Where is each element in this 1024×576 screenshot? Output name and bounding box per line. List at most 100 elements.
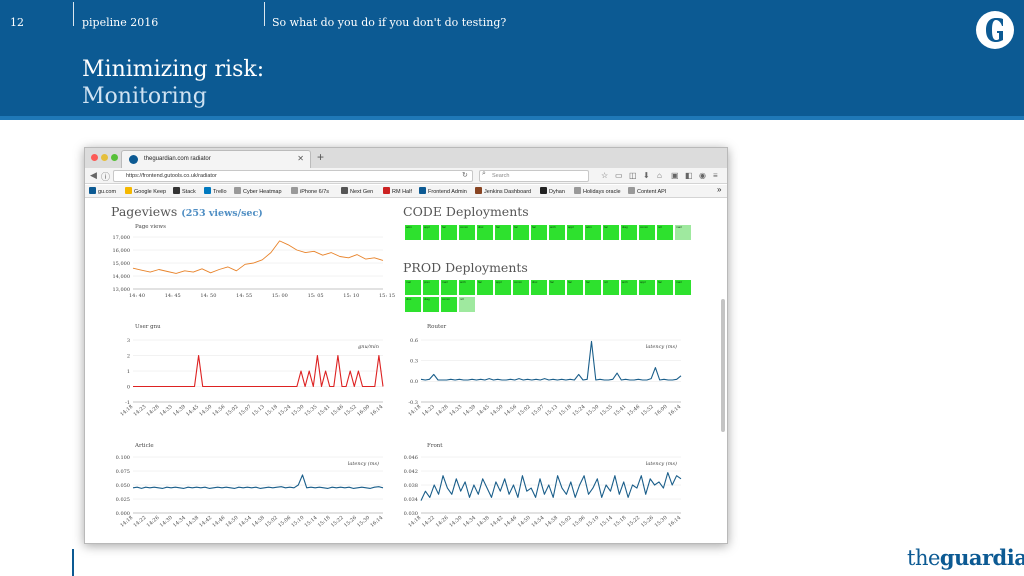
deployment-tile[interactable]: fac	[477, 280, 493, 295]
tab-title: theguardian.com radiator	[144, 156, 211, 162]
deployment-tile[interactable]: ncl	[657, 225, 673, 240]
slide-subtitle: Monitoring	[82, 84, 207, 109]
deployment-tile[interactable]: fac	[603, 225, 619, 240]
deployment-tile[interactable]: appl	[567, 225, 583, 240]
bookmark-stack[interactable]: Stack	[173, 187, 196, 195]
bookmark-next-gen[interactable]: Next Gen	[341, 187, 373, 195]
chart-title: Router	[427, 324, 447, 330]
reading-list-icon[interactable]: ▭	[615, 171, 623, 180]
info-icon[interactable]: ⓘ	[101, 172, 111, 182]
chart-title: Page views	[135, 224, 166, 230]
deployment-tile[interactable]: fac	[657, 280, 673, 295]
vertical-scrollbar[interactable]	[721, 299, 725, 432]
deployment-tile[interactable]: disc	[531, 280, 547, 295]
deployment-tile[interactable]: adm	[585, 225, 601, 240]
x-tick-label: 15:10	[585, 515, 600, 529]
download-icon[interactable]: ⬇	[643, 171, 650, 180]
deployment-tile[interactable]: mail	[675, 225, 691, 240]
y-tick-label: 0.075	[116, 469, 130, 475]
bookmark-dyhan[interactable]: Dyhan	[540, 187, 565, 195]
deployment-tile[interactable]: ncl	[603, 280, 619, 295]
deployment-tile[interactable]: disc	[405, 297, 421, 312]
x-tick-label: 14:54	[238, 515, 253, 529]
back-icon[interactable]: ◀	[90, 170, 97, 180]
deployment-tile[interactable]: prev	[423, 280, 439, 295]
tab-bar: theguardian.com radiator ✕ +	[85, 148, 727, 168]
bookmark-jenkins-dashboard[interactable]: Jenkins Dashboard	[475, 187, 531, 195]
deployment-tile[interactable]: mal	[405, 280, 421, 295]
home-icon[interactable]: ⌂	[657, 171, 662, 180]
x-tick-label: 15: 15	[379, 293, 395, 299]
deployment-tile[interactable]: fac	[441, 225, 457, 240]
x-tick-label: 15:26	[343, 515, 358, 529]
x-tick-label: 15:07	[238, 404, 253, 418]
deployment-tile[interactable]: appl	[495, 280, 511, 295]
maximize-window-button[interactable]	[111, 154, 118, 161]
deployment-tile[interactable]: fac	[513, 225, 529, 240]
x-tick-label: 14:58	[251, 515, 266, 529]
bookmark-iphone[interactable]: iPhone 6/7s	[291, 187, 329, 195]
bookmark-frontend-admin[interactable]: Frontend Admin	[419, 187, 467, 195]
deployment-tile[interactable]: arch	[621, 280, 637, 295]
bookmark-trello[interactable]: Trello	[204, 187, 227, 195]
deployment-tile[interactable]: diag	[621, 225, 637, 240]
guardian-g-logo-icon	[976, 11, 1014, 49]
deployment-tile[interactable]: disc	[477, 225, 493, 240]
bookmark-holidays-oracle[interactable]: Holidays oracle	[574, 187, 621, 195]
x-tick-label: 16:14	[667, 515, 682, 529]
bookmarks-bar: gu.com Google Keep Stack Trello Cyber He…	[85, 185, 727, 198]
bookmark-content-api[interactable]: Content API	[628, 187, 666, 195]
legend-label: gnu/min	[358, 344, 379, 350]
tab-radiator[interactable]: theguardian.com radiator ✕	[121, 150, 311, 168]
bookmark-rm-half[interactable]: RM Half	[383, 187, 412, 195]
deployment-tile[interactable]: comm	[441, 297, 457, 312]
deployment-tile[interactable]: fac	[495, 225, 511, 240]
mask-icon[interactable]: ◉	[699, 171, 706, 180]
deployment-tile[interactable]: fac	[585, 280, 601, 295]
x-tick-label: 15:13	[251, 404, 266, 418]
deployment-tile[interactable]: arch	[549, 225, 565, 240]
x-tick-label: 15:30	[356, 515, 371, 529]
menu-icon[interactable]: ≡	[713, 171, 718, 180]
bookmark-gu-com[interactable]: gu.com	[89, 187, 116, 195]
pageviews-heading: Pageviews (253 views/sec)	[111, 204, 263, 219]
chat-icon[interactable]: ▣	[671, 171, 679, 180]
pageviews-title: Pageviews	[111, 204, 178, 219]
deployment-tile[interactable]: fac	[567, 280, 583, 295]
x-tick-label: 15: 10	[343, 293, 359, 299]
new-tab-button[interactable]: +	[317, 150, 325, 164]
bookmark-favicon-icon	[540, 187, 547, 194]
extension-icon[interactable]: ◧	[685, 171, 693, 180]
deployment-tile[interactable]: diag	[423, 297, 439, 312]
search-input[interactable]: Search	[479, 170, 589, 182]
series-line	[420, 472, 682, 501]
deployment-tile[interactable]: mail	[675, 280, 691, 295]
pocket-icon[interactable]: ◫	[629, 171, 637, 180]
bookmarks-overflow-button[interactable]: »	[717, 185, 722, 194]
address-bar[interactable]: https://frontend.gutools.co.uk/radiator	[113, 170, 473, 182]
deployment-tile[interactable]: appl	[639, 280, 655, 295]
deployment-tile[interactable]: ncl	[459, 297, 475, 312]
deployment-tile[interactable]: comm	[639, 225, 655, 240]
bookmark-favicon-icon	[475, 187, 482, 194]
minimize-window-button[interactable]	[101, 154, 108, 161]
deployment-tile[interactable]: comm	[513, 280, 529, 295]
deployment-tile[interactable]: mail	[441, 280, 457, 295]
x-tick-label: 16:14	[369, 404, 384, 418]
bookmark-cyber-heatmap[interactable]: Cyber Heatmap	[234, 187, 282, 195]
legend-label: latency (ms)	[646, 343, 677, 350]
deployment-tile[interactable]: fac	[549, 280, 565, 295]
deployment-tile[interactable]: arch	[459, 280, 475, 295]
close-window-button[interactable]	[91, 154, 98, 161]
deployment-tile[interactable]: fac	[531, 225, 547, 240]
tab-close-icon[interactable]: ✕	[297, 154, 304, 163]
deployment-tile[interactable]: adm	[405, 225, 421, 240]
search-placeholder: Search	[492, 173, 510, 179]
star-icon[interactable]: ☆	[601, 171, 609, 180]
header-divider	[73, 2, 74, 26]
deployment-tile[interactable]: appl	[423, 225, 439, 240]
deployment-tile[interactable]: comm	[459, 225, 475, 240]
bookmark-google-keep[interactable]: Google Keep	[125, 187, 166, 195]
reload-icon[interactable]: ↻	[462, 172, 468, 179]
slide-header-rule	[0, 116, 1024, 120]
